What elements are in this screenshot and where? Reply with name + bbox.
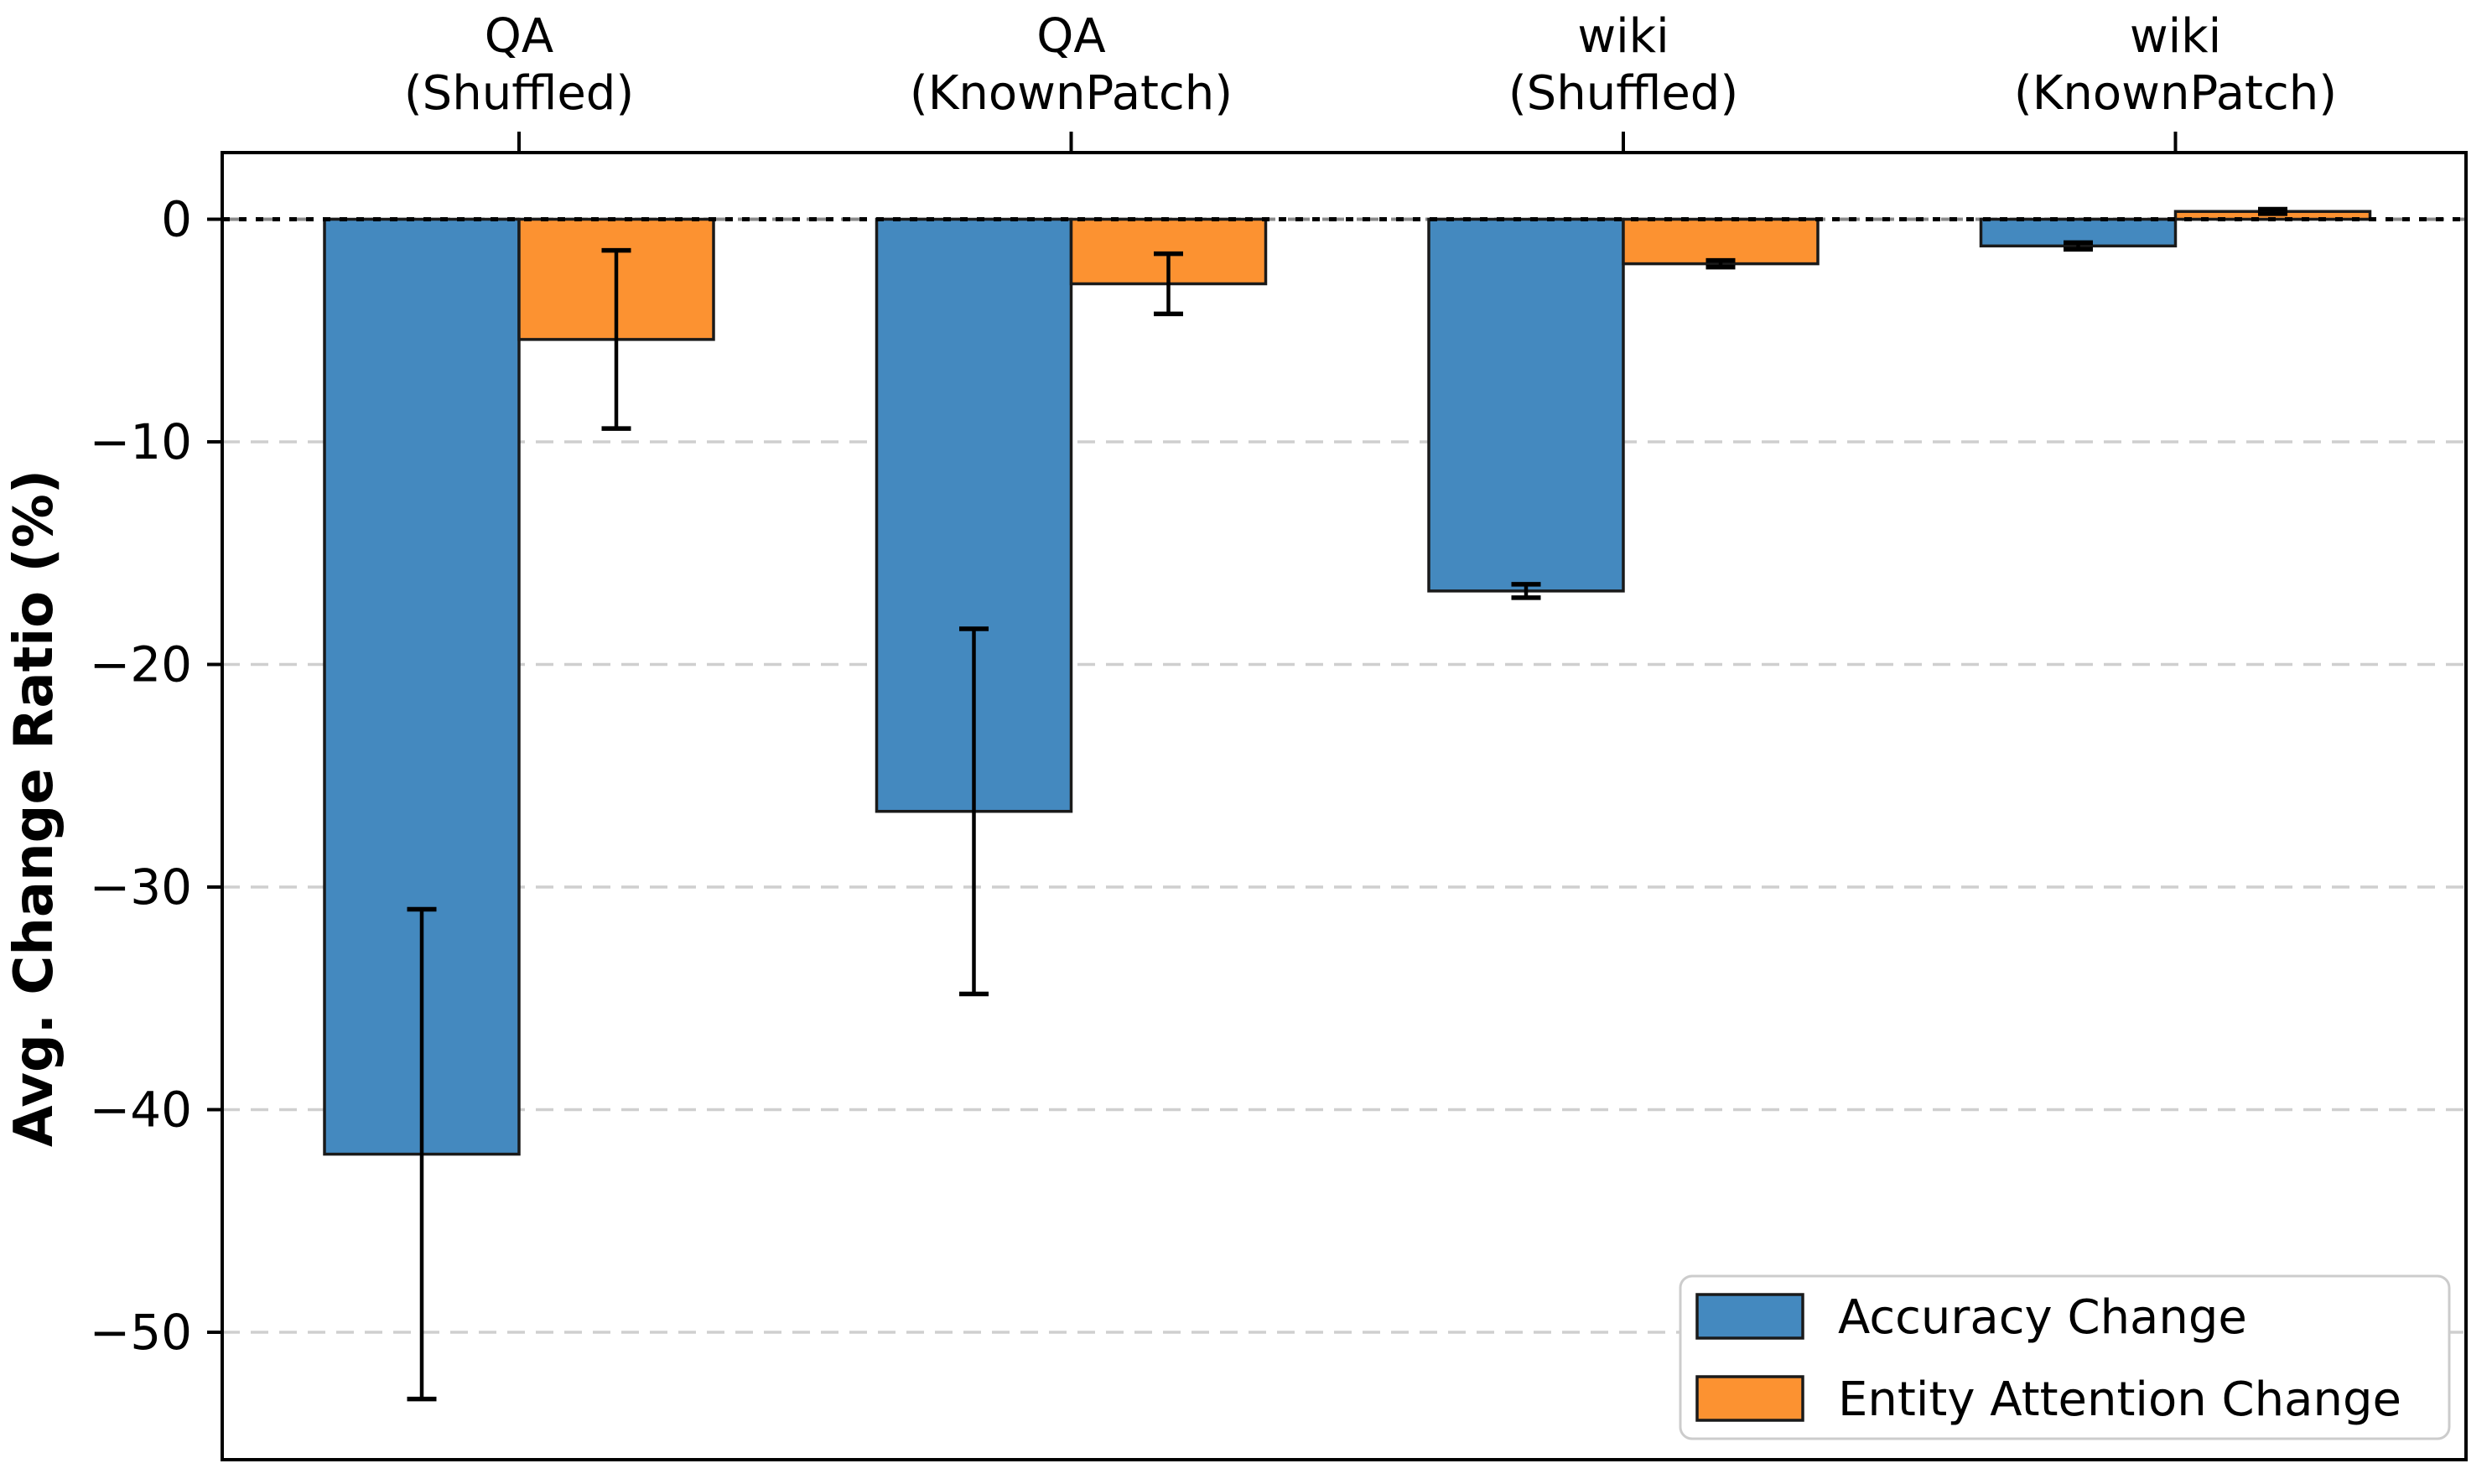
error-bar <box>959 626 989 997</box>
y-tick-label: −20 <box>90 636 192 693</box>
category-label: wiki <box>2130 9 2221 64</box>
category-label: (KnownPatch) <box>2014 66 2337 121</box>
y-tick-label: −30 <box>90 859 192 916</box>
error-bar <box>1154 251 1183 317</box>
error-bar <box>2064 240 2093 252</box>
y-tick-label: −50 <box>90 1304 192 1361</box>
legend-swatch <box>1695 1375 1804 1422</box>
error-bar <box>2258 206 2287 216</box>
legend-label: Entity Attention Change <box>1838 1372 2401 1427</box>
legend-swatch <box>1695 1293 1804 1340</box>
y-tick-label: 0 <box>161 191 192 248</box>
plot-border <box>221 151 2468 1461</box>
bar-accuracy-group0 <box>323 217 521 1156</box>
y-tick-label: −40 <box>90 1082 192 1139</box>
bar-accuracy-group2 <box>1427 217 1625 593</box>
legend-label: Accuracy Change <box>1838 1290 2247 1345</box>
bar-attention-group2 <box>1622 217 1820 266</box>
legend: Accuracy Change Entity Attention Change <box>1679 1274 2451 1440</box>
legend-box <box>1679 1274 2451 1440</box>
category-label: wiki <box>1577 9 1669 64</box>
error-bar <box>601 247 631 431</box>
error-bar <box>407 906 437 1402</box>
category-label: (KnownPatch) <box>910 66 1233 121</box>
error-bar <box>1511 582 1541 600</box>
error-bar <box>1705 257 1736 270</box>
category-label: QA <box>485 9 553 64</box>
category-label: (Shuffled) <box>1508 66 1738 121</box>
category-label: QA <box>1036 9 1105 64</box>
y-tick-label: −10 <box>90 413 192 470</box>
y-axis-label: Avg. Change Ratio (%) <box>3 470 65 1147</box>
category-label: (Shuffled) <box>404 66 634 121</box>
